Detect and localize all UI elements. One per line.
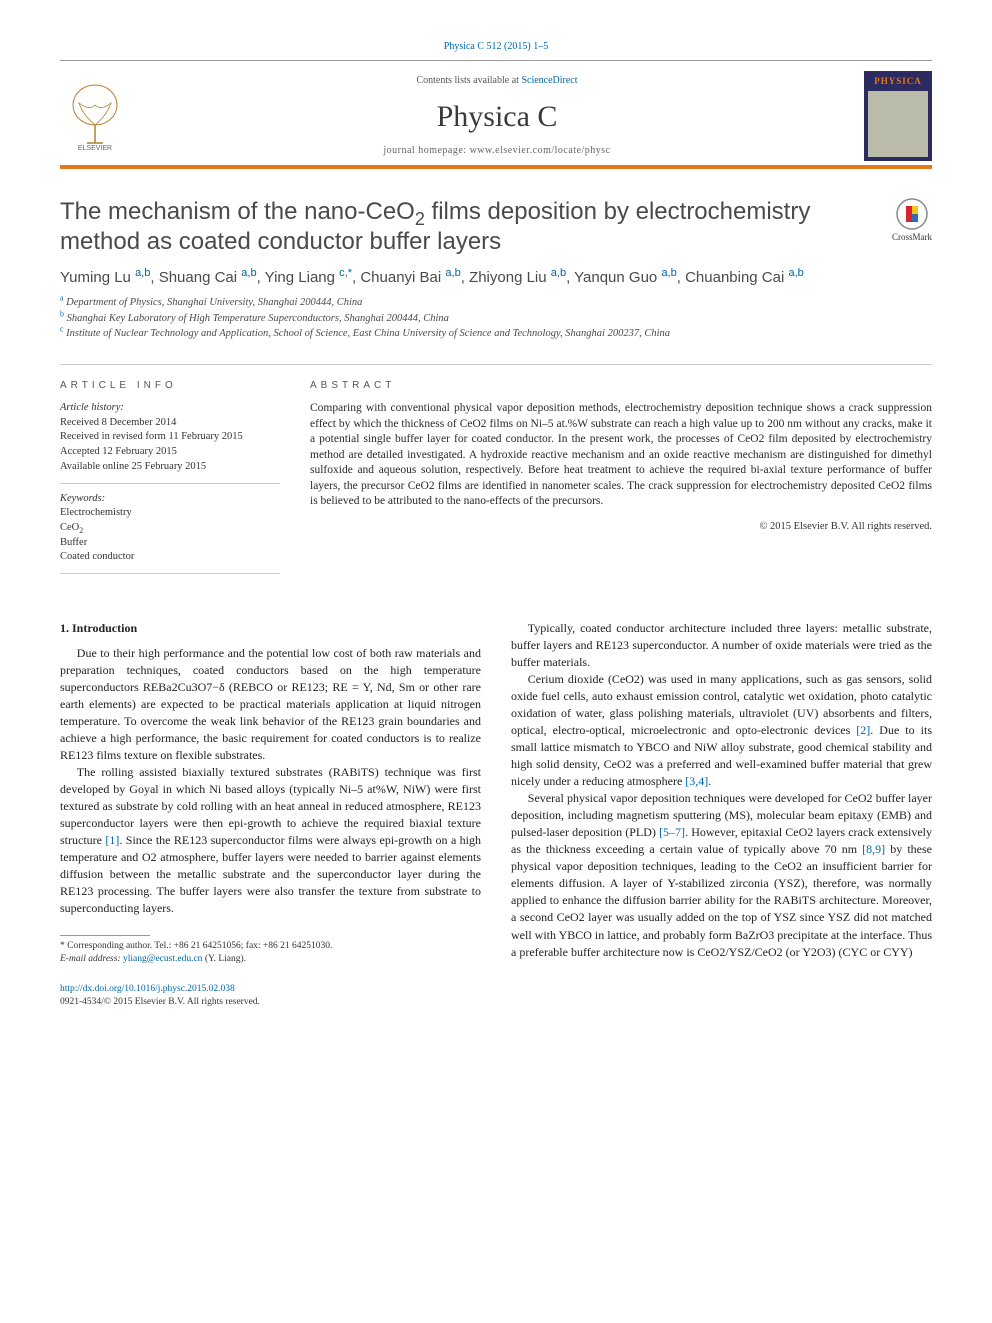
footnote-rule <box>60 935 150 936</box>
elsevier-tree-icon: ELSEVIER <box>65 81 125 151</box>
crossmark-icon <box>895 197 929 231</box>
author: Chuanbing Cai a,b <box>685 269 804 286</box>
corresponding-email-link[interactable]: yliang@ecust.edu.cn <box>123 954 202 964</box>
author: Yanqun Guo a,b <box>574 269 677 286</box>
history-line: Available online 25 February 2015 <box>60 460 280 475</box>
article-title: The mechanism of the nano-CeO2 films dep… <box>60 197 878 257</box>
article-history: Article history: Received 8 December 201… <box>60 401 280 483</box>
svg-text:ELSEVIER: ELSEVIER <box>78 145 112 151</box>
keyword: Electrochemistry <box>60 506 280 521</box>
journal-cover-thumb: PHYSICA <box>864 71 932 161</box>
masthead: ELSEVIER Contents lists available at Sci… <box>60 60 932 169</box>
author: Zhiyong Liu a,b <box>469 269 566 286</box>
paragraph: Several physical vapor deposition techni… <box>511 790 932 960</box>
abstract-head: ABSTRACT <box>310 379 932 393</box>
page-footer: http://dx.doi.org/10.1016/j.physc.2015.0… <box>60 983 932 1010</box>
keyword: Coated conductor <box>60 550 280 565</box>
article-info-head: ARTICLE INFO <box>60 379 280 393</box>
contents-prefix: Contents lists available at <box>416 75 521 86</box>
author-list: Yuming Lu a,b, Shuang Cai a,b, Ying Lian… <box>60 267 932 288</box>
affiliation: a Department of Physics, Shanghai Univer… <box>60 296 932 311</box>
publisher-logo: ELSEVIER <box>60 76 130 156</box>
crossmark-badge[interactable]: CrossMark <box>892 197 932 244</box>
history-line: Received in revised form 11 February 201… <box>60 430 280 445</box>
body-column-right: Typically, coated conductor architecture… <box>511 620 932 965</box>
body-column-left: 1. Introduction Due to their high perfor… <box>60 620 481 965</box>
keywords-label: Keywords: <box>60 492 280 507</box>
paragraph: Due to their high performance and the po… <box>60 645 481 764</box>
contents-line: Contents lists available at ScienceDirec… <box>144 74 850 88</box>
affiliation: c Institute of Nuclear Technology and Ap… <box>60 327 932 342</box>
corresponding-author-footnote: * Corresponding author. Tel.: +86 21 642… <box>60 940 481 965</box>
abstract-copyright: © 2015 Elsevier B.V. All rights reserved… <box>310 520 932 535</box>
keyword: Buffer <box>60 536 280 551</box>
affiliation: b Shanghai Key Laboratory of High Temper… <box>60 312 932 327</box>
history-line: Accepted 12 February 2015 <box>60 445 280 460</box>
history-label: Article history: <box>60 401 280 416</box>
sciencedirect-link[interactable]: ScienceDirect <box>521 75 577 86</box>
article-info: ARTICLE INFO Article history: Received 8… <box>60 379 280 582</box>
crossmark-label: CrossMark <box>892 231 932 244</box>
author: Chuanyi Bai a,b <box>360 269 460 286</box>
journal-homepage: journal homepage: www.elsevier.com/locat… <box>144 144 850 158</box>
journal-name: Physica C <box>144 96 850 138</box>
history-line: Received 8 December 2014 <box>60 416 280 431</box>
doi-link[interactable]: http://dx.doi.org/10.1016/j.physc.2015.0… <box>60 984 235 994</box>
paragraph: Cerium dioxide (CeO2) was used in many a… <box>511 671 932 790</box>
abstract-text: Comparing with conventional physical vap… <box>310 401 932 510</box>
author: Yuming Lu a,b <box>60 269 150 286</box>
citation: Physica C 512 (2015) 1–5 <box>60 40 932 54</box>
keywords-block: Keywords: ElectrochemistryCeO2BufferCoat… <box>60 492 280 574</box>
keyword: CeO2 <box>60 521 280 536</box>
affiliation-list: a Department of Physics, Shanghai Univer… <box>60 296 932 342</box>
author: Shuang Cai a,b <box>159 269 257 286</box>
author: Ying Liang c,* <box>265 269 352 286</box>
paragraph: Typically, coated conductor architecture… <box>511 620 932 671</box>
cover-label: PHYSICA <box>874 75 922 88</box>
abstract: ABSTRACT Comparing with conventional phy… <box>310 379 932 582</box>
paragraph: The rolling assisted biaxially textured … <box>60 764 481 917</box>
section-head-intro: 1. Introduction <box>60 620 481 637</box>
issn-line: 0921-4534/© 2015 Elsevier B.V. All right… <box>60 997 260 1007</box>
